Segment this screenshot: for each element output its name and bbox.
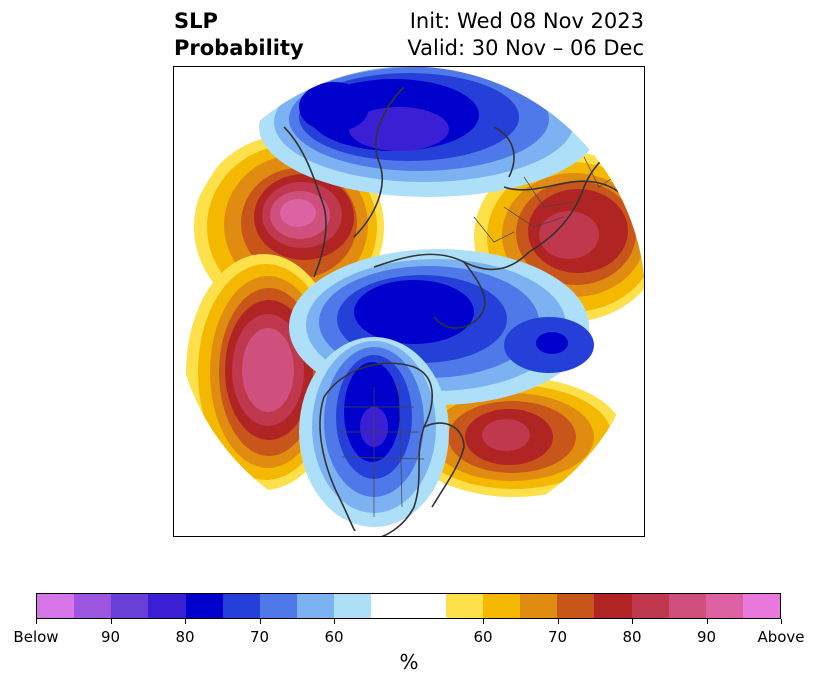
colorbar-unit: % xyxy=(399,650,419,674)
colorbar-segment xyxy=(222,594,260,618)
colorbar-tickmark xyxy=(185,619,186,624)
anomaly-above-atlantic xyxy=(404,377,624,497)
colorbar-segment xyxy=(594,594,632,618)
colorbar-segment xyxy=(557,594,595,618)
colorbar-tick-label: 90 xyxy=(100,628,121,646)
colorbar-tick-label: Above xyxy=(757,628,805,646)
colorbar-tickmark xyxy=(259,619,261,624)
colorbar-tickmark xyxy=(36,619,37,624)
colorbar-segment xyxy=(742,594,781,618)
colorbar-segment xyxy=(371,594,409,618)
colorbar-segment xyxy=(259,594,298,618)
colorbar-segment xyxy=(408,594,446,618)
title-product: Probability xyxy=(174,36,304,60)
title-variable: SLP xyxy=(174,9,218,33)
colorbar-segment xyxy=(185,594,223,618)
colorbar xyxy=(36,593,781,619)
valid-range: Valid: 30 Nov – 06 Dec xyxy=(407,36,644,60)
colorbar-tick-label: 90 xyxy=(696,628,717,646)
colorbar-tick-label: 70 xyxy=(249,628,270,646)
borders xyxy=(339,156,615,517)
title-right: Init: Wed 08 Nov 2023 Valid: 30 Nov – 06… xyxy=(407,8,644,62)
colorbar-segment xyxy=(631,594,669,618)
colorbar-tick-label: 60 xyxy=(324,628,344,646)
colorbar-segment xyxy=(37,594,75,618)
probability-map xyxy=(174,67,644,536)
colorbar-segment xyxy=(74,594,112,618)
colorbar-tick-label: 80 xyxy=(622,628,642,646)
colorbar-segment xyxy=(520,594,558,618)
colorbar-segment xyxy=(148,594,186,618)
title-left: SLP Probability xyxy=(174,8,304,62)
colorbar-tickmark xyxy=(483,619,484,624)
map-panel xyxy=(173,66,645,537)
colorbar-tick-label: 60 xyxy=(473,628,493,646)
colorbar-segment xyxy=(445,594,483,618)
colorbar-tickmark xyxy=(632,619,633,624)
anomaly-above-pacific xyxy=(186,254,342,490)
colorbar-segment xyxy=(482,594,521,618)
colorbar-tickmark xyxy=(706,619,708,624)
colorbar-tickmark xyxy=(557,619,559,624)
init-date: Init: Wed 08 Nov 2023 xyxy=(409,9,644,33)
colorbar-tickmark xyxy=(781,619,782,624)
colorbar-tick-label: 70 xyxy=(547,628,568,646)
colorbar-segment xyxy=(668,594,706,618)
colorbar-segment xyxy=(334,594,372,618)
colorbar-segment xyxy=(705,594,743,618)
colorbar-tickmark xyxy=(110,619,112,624)
colorbar-segment xyxy=(297,594,335,618)
colorbar-tick-label: 80 xyxy=(175,628,195,646)
colorbar-tickmark xyxy=(334,619,335,624)
colorbar-tick-label: Below xyxy=(13,628,59,646)
colorbar-segment xyxy=(111,594,149,618)
